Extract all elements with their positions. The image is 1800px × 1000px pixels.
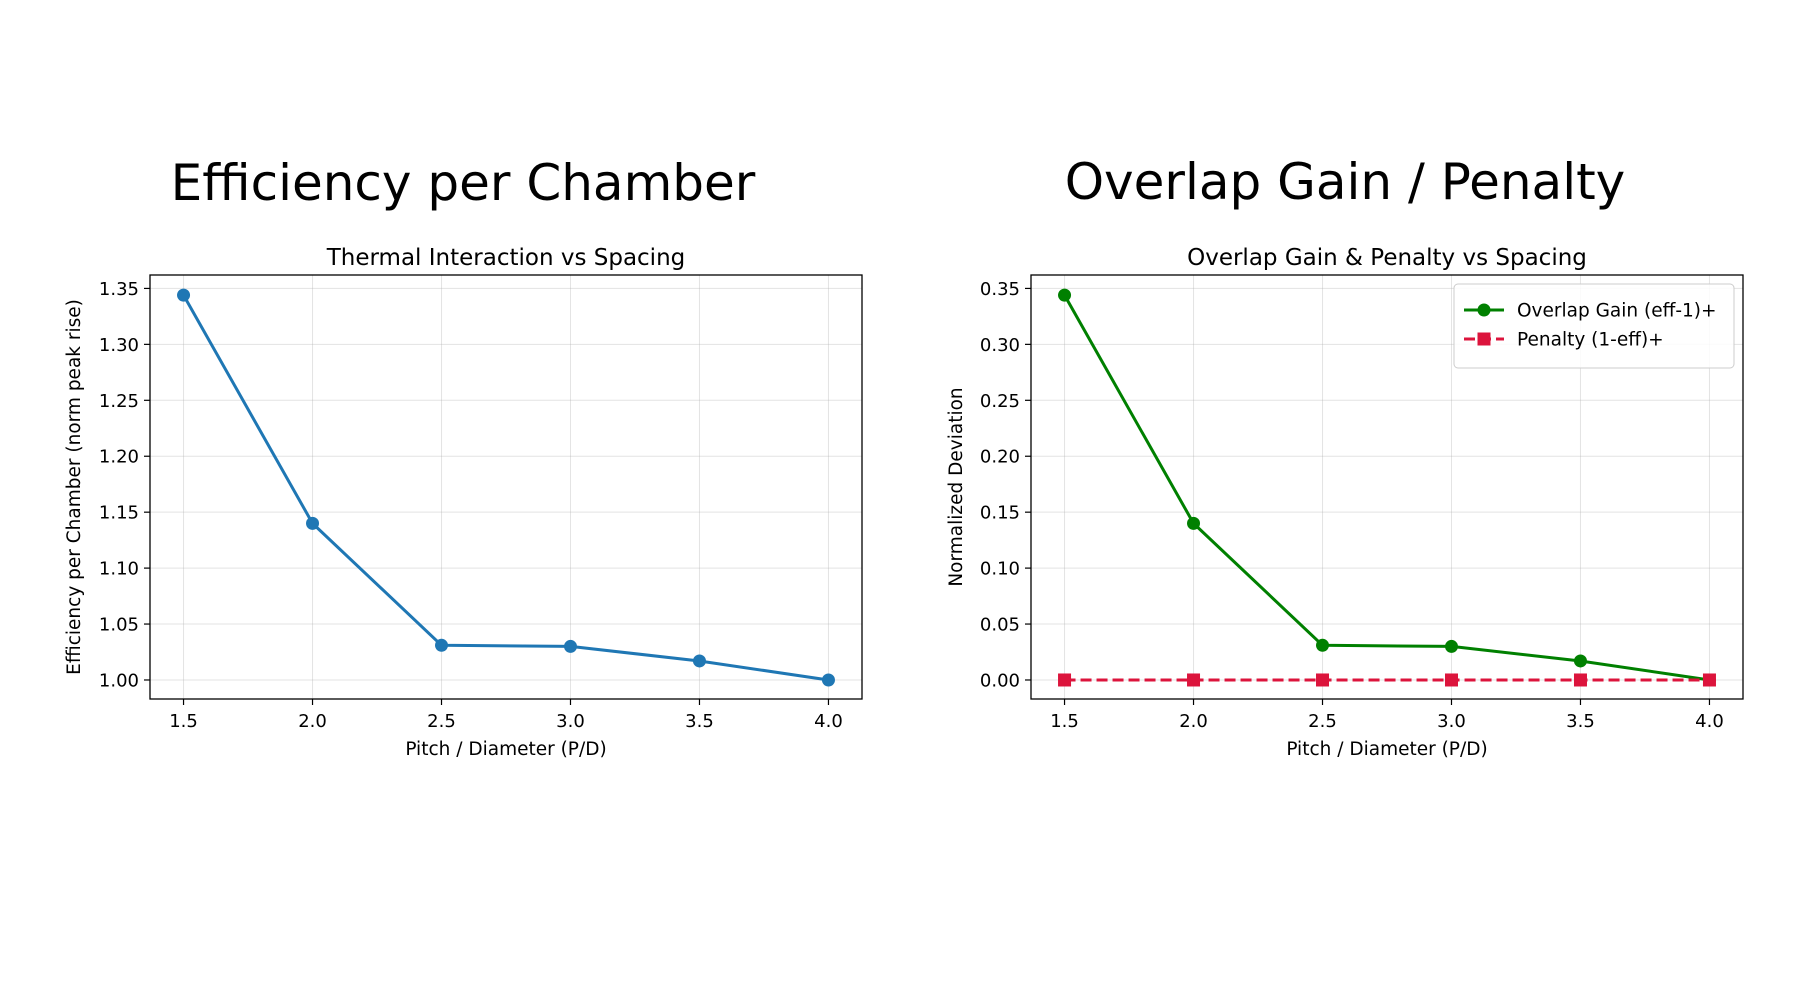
chart-thermal-interaction: 1.5 2.0 2.5 3.0 3.5 4.0 1.00 1.05 1.10 1.15 1.20 1.…	[64, 245, 863, 760]
series-line	[1063, 294, 1710, 682]
data-point	[306, 516, 320, 530]
y-axis-label: Efficiency per Chamber (norm peak rise)	[64, 299, 85, 675]
data-point	[821, 673, 835, 687]
x-tick-label: 3.5	[685, 711, 714, 732]
data-point	[563, 639, 577, 653]
data-point	[1573, 654, 1587, 668]
legend-label: Overlap Gain (eff-1)+	[1517, 301, 1717, 322]
x-tick-label: 3.0	[556, 711, 585, 732]
y-tick-label: 0.15	[980, 503, 1020, 524]
data-point	[1573, 673, 1587, 687]
x-tick-label: 2.5	[427, 711, 456, 732]
panel-heading-right: Overlap Gain / Penalty	[1065, 153, 1626, 211]
data-point	[1444, 639, 1458, 653]
data-point	[1187, 516, 1201, 530]
x-tick-label: 2.0	[298, 711, 327, 732]
data-point	[1444, 673, 1458, 687]
legend-label: Penalty (1-eff)+	[1517, 330, 1664, 351]
y-tick-label: 0.00	[980, 670, 1020, 691]
panel-heading-left: Efficiency per Chamber	[171, 154, 756, 212]
y-tick-label: 0.10	[980, 559, 1020, 580]
y-tick-label: 1.20	[99, 447, 139, 468]
series-line	[182, 294, 829, 682]
y-tick-label: 1.30	[99, 335, 139, 356]
x-tick-label: 1.5	[169, 711, 198, 732]
data-point	[692, 654, 706, 668]
data-point	[1316, 638, 1330, 652]
x-tick-label: 2.5	[1308, 711, 1337, 732]
y-tick-label: 1.25	[99, 391, 139, 412]
y-tick-label: 1.05	[99, 615, 139, 636]
data-point	[1316, 673, 1330, 687]
x-tick-label: 4.0	[814, 711, 843, 732]
legend-marker	[1477, 332, 1491, 346]
x-tick-label: 3.0	[1437, 711, 1466, 732]
y-tick-label: 0.25	[980, 391, 1020, 412]
axes-title: Thermal Interaction vs Spacing	[326, 245, 686, 271]
y-axis-label: Normalized Deviation	[946, 387, 967, 586]
y-tick-label: 1.35	[99, 279, 139, 300]
data-point	[1058, 288, 1072, 302]
y-tick-label: 0.05	[980, 615, 1020, 636]
data-point	[435, 638, 449, 652]
data-point	[1187, 673, 1201, 687]
y-tick-label: 1.10	[99, 559, 139, 580]
y-tick-label: 0.35	[980, 279, 1020, 300]
data-point	[1702, 673, 1716, 687]
legend-marker	[1477, 303, 1491, 317]
data-point	[177, 288, 191, 302]
axes-title: Overlap Gain & Penalty vs Spacing	[1187, 245, 1587, 271]
x-axis-label: Pitch / Diameter (P/D)	[1286, 739, 1487, 760]
x-tick-label: 1.5	[1050, 711, 1079, 732]
x-tick-label: 3.5	[1566, 711, 1595, 732]
x-tick-label: 4.0	[1695, 711, 1724, 732]
plot-frame	[1030, 274, 1744, 700]
y-tick-label: 1.00	[99, 670, 139, 691]
y-tick-label: 0.30	[980, 335, 1020, 356]
x-tick-label: 2.0	[1179, 711, 1208, 732]
plot-frame	[149, 274, 863, 700]
x-axis-label: Pitch / Diameter (P/D)	[405, 739, 606, 760]
chart-overlap-gain-penalty: 1.5 2.0 2.5 3.0 3.5 4.0 0.00 0.05 0.10 0.15 0.20 0.…	[946, 245, 1744, 760]
y-tick-label: 0.20	[980, 447, 1020, 468]
y-tick-label: 1.15	[99, 503, 139, 524]
legend-box	[1453, 283, 1735, 369]
data-point	[1058, 673, 1072, 687]
